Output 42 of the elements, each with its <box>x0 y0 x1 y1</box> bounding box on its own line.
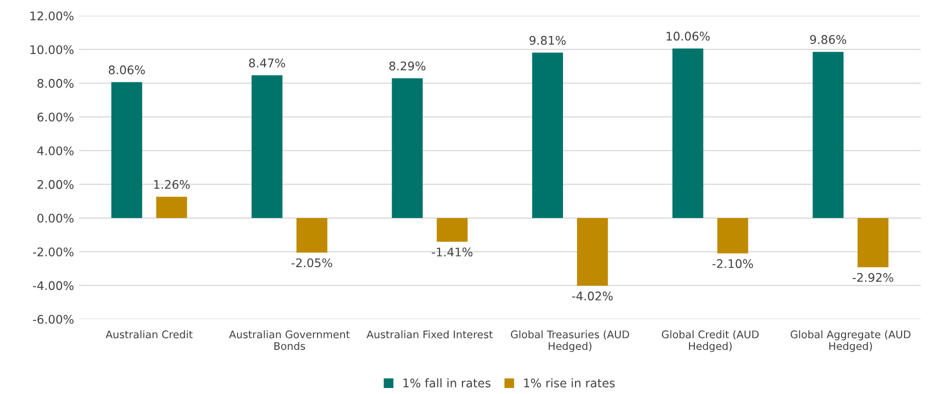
legend-label: 1% fall in rates <box>403 378 490 388</box>
data-label: -2.05% <box>292 258 332 268</box>
bar <box>717 218 748 254</box>
y-tick-label: 12.00% <box>30 11 74 20</box>
data-label: -1.41% <box>432 248 472 256</box>
data-label: -2.92% <box>852 272 894 282</box>
data-label: 10.06% <box>666 32 710 41</box>
data-label: 8.29% <box>389 62 426 70</box>
x-tick-label: Global Credit (AUD Hedged) <box>662 330 759 352</box>
x-tick-label: Global Treasuries (AUD Hedged) <box>510 330 630 352</box>
bar <box>111 82 142 218</box>
data-label: 9.81% <box>530 36 566 45</box>
x-tick-label: Australian Government Bonds <box>229 330 350 350</box>
y-tick-label: 4.00% <box>37 146 74 156</box>
y-tick-label: -2.00% <box>33 247 74 256</box>
data-label: -4.02% <box>572 292 613 300</box>
y-tick-label: -6.00% <box>33 314 74 324</box>
bar <box>577 218 608 286</box>
data-label: -2.10% <box>712 259 753 268</box>
x-tick-label: Global Aggregate (AUD Hedged) <box>790 330 910 352</box>
bar <box>812 52 844 218</box>
y-tick-label: -4.00% <box>33 281 74 290</box>
bar <box>296 218 328 253</box>
y-tick-label: 0.00% <box>37 214 74 223</box>
bar <box>858 218 888 268</box>
bar <box>436 218 468 242</box>
bar <box>252 75 282 218</box>
x-tick-label: Australian Credit <box>106 330 193 338</box>
bar <box>392 78 423 218</box>
y-tick-label: 10.00% <box>30 45 74 54</box>
y-tick-label: 2.00% <box>38 180 74 189</box>
y-tick-label: 8.00% <box>37 78 74 88</box>
x-tick-label: Australian Fixed Interest <box>366 330 493 338</box>
data-label: 1.26% <box>154 180 190 189</box>
bar <box>156 196 188 218</box>
y-tick-label: 6.00% <box>38 112 74 122</box>
legend-label: 1% rise in rates <box>524 378 615 388</box>
data-label: 8.06% <box>108 65 145 74</box>
bar <box>672 48 704 218</box>
data-label: 9.86% <box>810 35 846 44</box>
data-label: 8.47% <box>249 58 286 68</box>
bar <box>532 52 563 218</box>
